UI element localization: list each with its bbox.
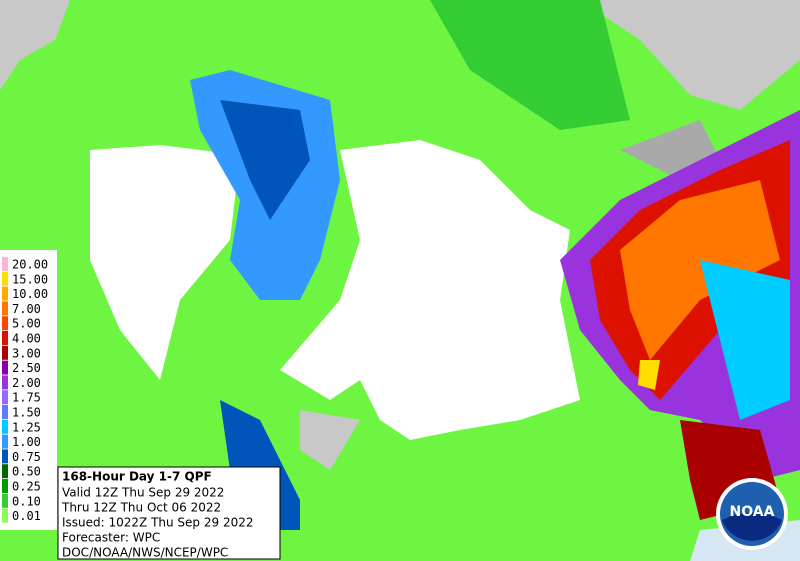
legend-swatch bbox=[2, 316, 8, 331]
legend-label: 1.75 bbox=[12, 391, 41, 405]
legend-label: 1.25 bbox=[12, 420, 41, 434]
legend-swatch bbox=[2, 479, 8, 493]
info-title: 168-Hour Day 1-7 QPF bbox=[62, 470, 212, 484]
land-gray bbox=[580, 0, 800, 110]
legend-swatch bbox=[2, 508, 8, 523]
info-box bbox=[57, 466, 281, 560]
legend-swatch bbox=[2, 493, 8, 508]
legend-label: 0.75 bbox=[12, 450, 41, 464]
land-gray bbox=[300, 410, 360, 470]
legend-swatch bbox=[2, 464, 8, 479]
legend-label: 4.00 bbox=[12, 332, 41, 346]
precip-area bbox=[620, 180, 780, 360]
info-line: Forecaster: WPC bbox=[62, 531, 160, 545]
legend-label: 15.00 bbox=[12, 272, 48, 286]
legend-background bbox=[0, 250, 57, 530]
legend-swatch bbox=[2, 257, 8, 271]
legend-label: 0.25 bbox=[12, 480, 41, 494]
legend-label: 2.50 bbox=[12, 361, 41, 375]
info-line: Issued: 1022Z Thu Sep 29 2022 bbox=[62, 516, 254, 530]
legend-swatch bbox=[2, 419, 8, 434]
info-line: DOC/NOAA/NWS/NCEP/WPC bbox=[62, 546, 228, 560]
legend-label: 1.50 bbox=[12, 406, 41, 420]
legend-label: 2.00 bbox=[12, 376, 41, 390]
legend-swatch bbox=[2, 405, 8, 419]
legend-label: 3.00 bbox=[12, 346, 41, 360]
legend-swatch bbox=[2, 375, 8, 390]
legend-label: 5.00 bbox=[12, 317, 41, 331]
dry-area bbox=[280, 140, 580, 440]
legend-swatch bbox=[2, 286, 8, 301]
legend-swatch bbox=[2, 360, 8, 375]
legend-label: 0.10 bbox=[12, 494, 41, 508]
legend-label: 7.00 bbox=[12, 302, 41, 316]
precip-area bbox=[430, 0, 630, 130]
info-line: Thru 12Z Thu Oct 06 2022 bbox=[61, 501, 221, 515]
precip-area bbox=[638, 360, 660, 390]
legend-swatch bbox=[2, 331, 8, 345]
legend-swatch bbox=[2, 345, 8, 360]
land-gray bbox=[620, 120, 720, 175]
legend-label: 0.50 bbox=[12, 465, 41, 479]
legend-swatch bbox=[2, 390, 8, 405]
legend-swatch bbox=[2, 271, 8, 286]
logo-wave bbox=[722, 512, 782, 541]
legend: 20.0015.0010.007.005.004.003.002.502.001… bbox=[2, 257, 48, 523]
info-line: Valid 12Z Thu Sep 29 2022 bbox=[62, 486, 224, 500]
land-gray bbox=[0, 0, 70, 90]
legend-label: 0.01 bbox=[12, 509, 41, 523]
legend-label: 1.00 bbox=[12, 435, 41, 449]
legend-swatch bbox=[2, 434, 8, 449]
logo-text: NOAA bbox=[730, 504, 775, 520]
dry-area bbox=[90, 145, 240, 380]
legend-label: 10.00 bbox=[12, 287, 48, 301]
precip-area bbox=[700, 260, 790, 420]
legend-swatch bbox=[2, 449, 8, 464]
legend-label: 20.00 bbox=[12, 258, 48, 272]
legend-swatch bbox=[2, 301, 8, 316]
precip-area bbox=[220, 100, 310, 220]
